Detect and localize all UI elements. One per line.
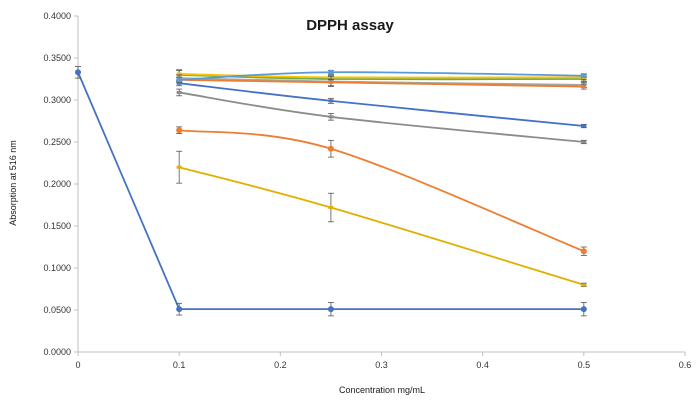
y-tick-label: 0.2000 bbox=[43, 179, 71, 189]
data-point bbox=[327, 306, 334, 313]
series-line bbox=[179, 73, 584, 79]
series-line bbox=[179, 71, 584, 81]
data-point bbox=[328, 80, 334, 84]
data-point bbox=[75, 69, 81, 76]
data-point bbox=[176, 165, 182, 169]
chart-title: DPPH assay bbox=[306, 17, 394, 34]
series-line bbox=[77, 71, 584, 311]
data-point bbox=[581, 85, 587, 89]
x-tick-label: 0.6 bbox=[679, 360, 692, 370]
data-point bbox=[176, 306, 183, 313]
data-point bbox=[176, 127, 183, 134]
y-tick-label: 0.0500 bbox=[43, 305, 71, 315]
y-tick-label: 0.1000 bbox=[43, 263, 71, 273]
series-5 bbox=[176, 88, 587, 145]
data-point bbox=[176, 90, 182, 94]
data-point bbox=[581, 73, 587, 79]
data-point bbox=[580, 306, 587, 313]
series-2 bbox=[176, 126, 587, 256]
y-tick-label: 0.0000 bbox=[43, 347, 71, 357]
data-point bbox=[328, 115, 334, 119]
data-point bbox=[581, 283, 587, 287]
y-tick-label: 0.4000 bbox=[43, 11, 71, 21]
data-point bbox=[328, 99, 334, 103]
series-line bbox=[179, 73, 584, 81]
data-point bbox=[580, 248, 587, 255]
y-tick-label: 0.3500 bbox=[43, 53, 71, 63]
y-tick-label: 0.1500 bbox=[43, 221, 71, 231]
x-tick-label: 0.5 bbox=[578, 360, 591, 370]
x-tick-label: 0.1 bbox=[173, 360, 186, 370]
data-point bbox=[176, 81, 182, 85]
data-point bbox=[581, 124, 587, 128]
series-1 bbox=[75, 66, 587, 317]
series-4 bbox=[176, 80, 587, 129]
data-point bbox=[176, 77, 182, 83]
x-tick-label: 0.4 bbox=[476, 360, 489, 370]
series-line bbox=[179, 78, 584, 88]
x-axis-label: Concentration mg/mL bbox=[339, 385, 425, 395]
y-axis-label: Absorption at 516 nm bbox=[8, 140, 18, 226]
series-line bbox=[179, 129, 585, 253]
data-point bbox=[327, 145, 334, 152]
data-point bbox=[328, 206, 334, 210]
x-tick-label: 0 bbox=[75, 360, 80, 370]
data-point bbox=[328, 69, 334, 75]
axes: 0.00000.05000.10000.15000.20000.25000.30… bbox=[43, 11, 691, 370]
series-line bbox=[179, 91, 584, 143]
x-tick-label: 0.2 bbox=[274, 360, 287, 370]
series-line bbox=[179, 82, 584, 127]
series-line bbox=[178, 166, 585, 286]
series-3 bbox=[176, 150, 587, 287]
series-10 bbox=[176, 69, 587, 83]
data-point bbox=[176, 72, 182, 76]
x-tick-label: 0.3 bbox=[375, 360, 388, 370]
data-point bbox=[581, 140, 587, 144]
y-tick-label: 0.3000 bbox=[43, 95, 71, 105]
y-tick-label: 0.2500 bbox=[43, 137, 71, 147]
plot-area bbox=[75, 66, 587, 317]
